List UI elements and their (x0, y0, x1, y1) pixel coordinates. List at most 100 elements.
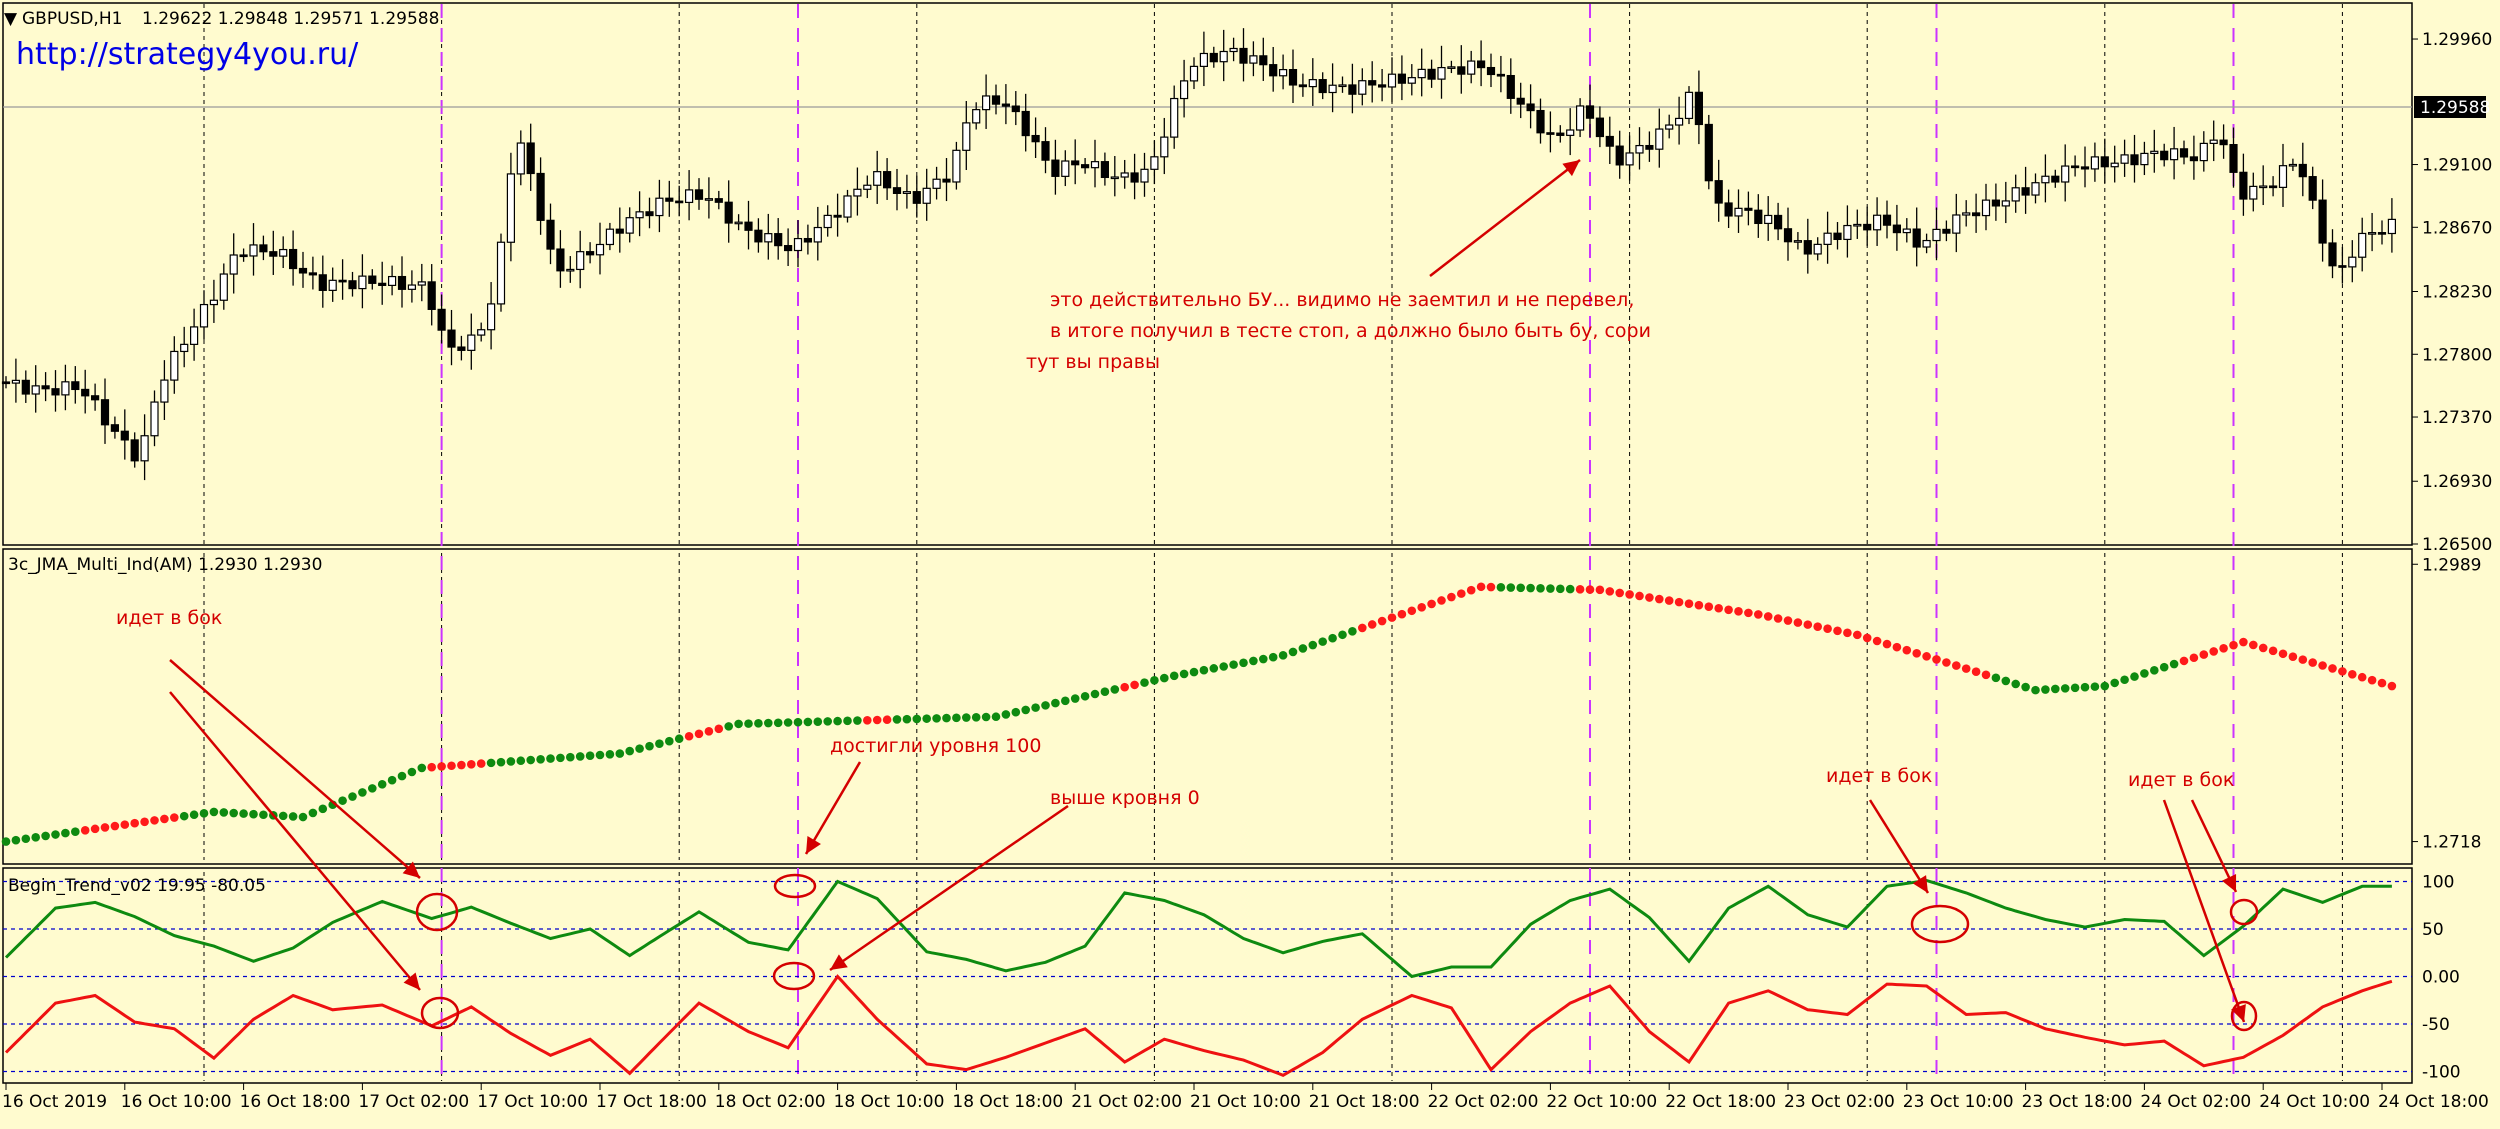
candle-body (2387, 218, 2396, 235)
jma-dot (110, 821, 120, 831)
candle-body (635, 211, 644, 219)
candle-body (724, 201, 733, 224)
candle-body (229, 254, 238, 275)
trend-line-red (4, 974, 2393, 1077)
candle-body (1665, 124, 1674, 130)
jma-dot (1565, 584, 1575, 594)
candle-body (269, 251, 278, 257)
annotation-arrow (2190, 799, 2238, 893)
candle-body (61, 381, 70, 396)
candle-body (1288, 68, 1298, 86)
jma-dot (239, 809, 248, 818)
jma-dot (1595, 585, 1605, 595)
jma-dot (2387, 681, 2397, 691)
candle-body (1209, 52, 1218, 63)
jma-dot (1061, 696, 1070, 706)
candle-body (2358, 232, 2367, 258)
candle-body (942, 178, 951, 183)
candle-body (2259, 185, 2268, 189)
jma-dot (942, 713, 951, 723)
jma-dot (1447, 592, 1456, 602)
jma-dot (694, 729, 704, 739)
jma-dot (358, 788, 367, 797)
candle-body (110, 424, 120, 432)
price-tick-label: 1.28230 (2422, 283, 2492, 303)
price-tick-label: 1.29100 (2422, 156, 2492, 176)
current-price-tag (2414, 96, 2486, 118)
candle-body (1199, 52, 1209, 67)
jma-dot (1298, 644, 1308, 653)
jma-dot (2110, 678, 2119, 688)
candle-body (2219, 139, 2228, 146)
jma-dot (1259, 654, 1268, 664)
candle-body (1328, 84, 1337, 94)
candle-body (952, 149, 961, 183)
oscillator-tick-label: -50 (2422, 1015, 2450, 1035)
candle-body (150, 401, 159, 437)
candle-body (1635, 144, 1644, 154)
candle-body (744, 221, 753, 231)
jma-dot (1041, 701, 1050, 710)
jma-dot (2021, 682, 2030, 692)
jma-dot (1249, 656, 1258, 666)
trend-indicator-title: Begin_Trend_v02 19.95 -80.05 (8, 876, 266, 896)
annotation-arrowhead (806, 836, 821, 854)
candle-body (1447, 66, 1456, 69)
candle-body (536, 172, 545, 221)
price-tick-label: 1.26500 (2422, 535, 2492, 555)
current-price-label: 1.29588 (2420, 98, 2490, 118)
candle-body (239, 254, 248, 258)
candle-body (81, 388, 90, 397)
jma-dot (536, 755, 545, 764)
jma-dot (981, 712, 991, 722)
jma-dot (1387, 613, 1397, 622)
symbol-arrow-icon[interactable]: ▼ (4, 9, 18, 29)
jma-dot (1367, 620, 1377, 629)
jma-dot (1457, 589, 1466, 598)
candle-body (447, 329, 456, 348)
jma-dot (368, 784, 377, 793)
candle-body (1417, 68, 1426, 79)
jma-dot (1229, 660, 1238, 669)
candle-body (1249, 55, 1258, 64)
jma-dot (2229, 640, 2238, 650)
candle-body (1051, 159, 1060, 177)
candle-body (2080, 166, 2090, 170)
candle-body (289, 248, 298, 270)
candle-body (1823, 232, 1832, 245)
jma-dot (1714, 603, 1723, 613)
candle-body (2100, 156, 2109, 168)
annotation-arrowhead (402, 861, 420, 878)
candle-body (1724, 202, 1733, 217)
jma-dot (467, 760, 476, 769)
candle-body (1001, 103, 1011, 107)
candle-body (2061, 165, 2070, 183)
site-url[interactable]: http://strategy4you.ru/ (16, 37, 359, 72)
annotation-circle (415, 892, 459, 932)
candle-body (1259, 55, 1268, 66)
candle-body (308, 272, 317, 276)
candle-body (1021, 110, 1030, 137)
jma-dot (61, 828, 70, 838)
candle-body (388, 275, 397, 286)
candle-body (2368, 232, 2377, 235)
time-tick-label: 16 Oct 2019 (2, 1092, 107, 1112)
jma-dot (209, 807, 219, 817)
jma-dot (516, 756, 526, 766)
candle-body (1833, 232, 1842, 241)
jma-dot (902, 714, 912, 724)
candle-body (1704, 123, 1713, 182)
candle-body (1773, 214, 1783, 230)
time-tick-label: 21 Oct 02:00 (1071, 1092, 1182, 1112)
candle-body (1981, 199, 1991, 217)
candle-body (1813, 243, 1822, 255)
candle-body (1991, 199, 2001, 207)
jma-dot (1556, 584, 1565, 594)
candle-body (1130, 172, 1139, 183)
candle-body (793, 237, 803, 252)
jma-dot (1843, 628, 1852, 638)
price-tick-label: 1.27370 (2422, 408, 2492, 428)
candle-body (1407, 77, 1416, 84)
jma-dot (1140, 678, 1149, 687)
candle-body (368, 275, 377, 284)
